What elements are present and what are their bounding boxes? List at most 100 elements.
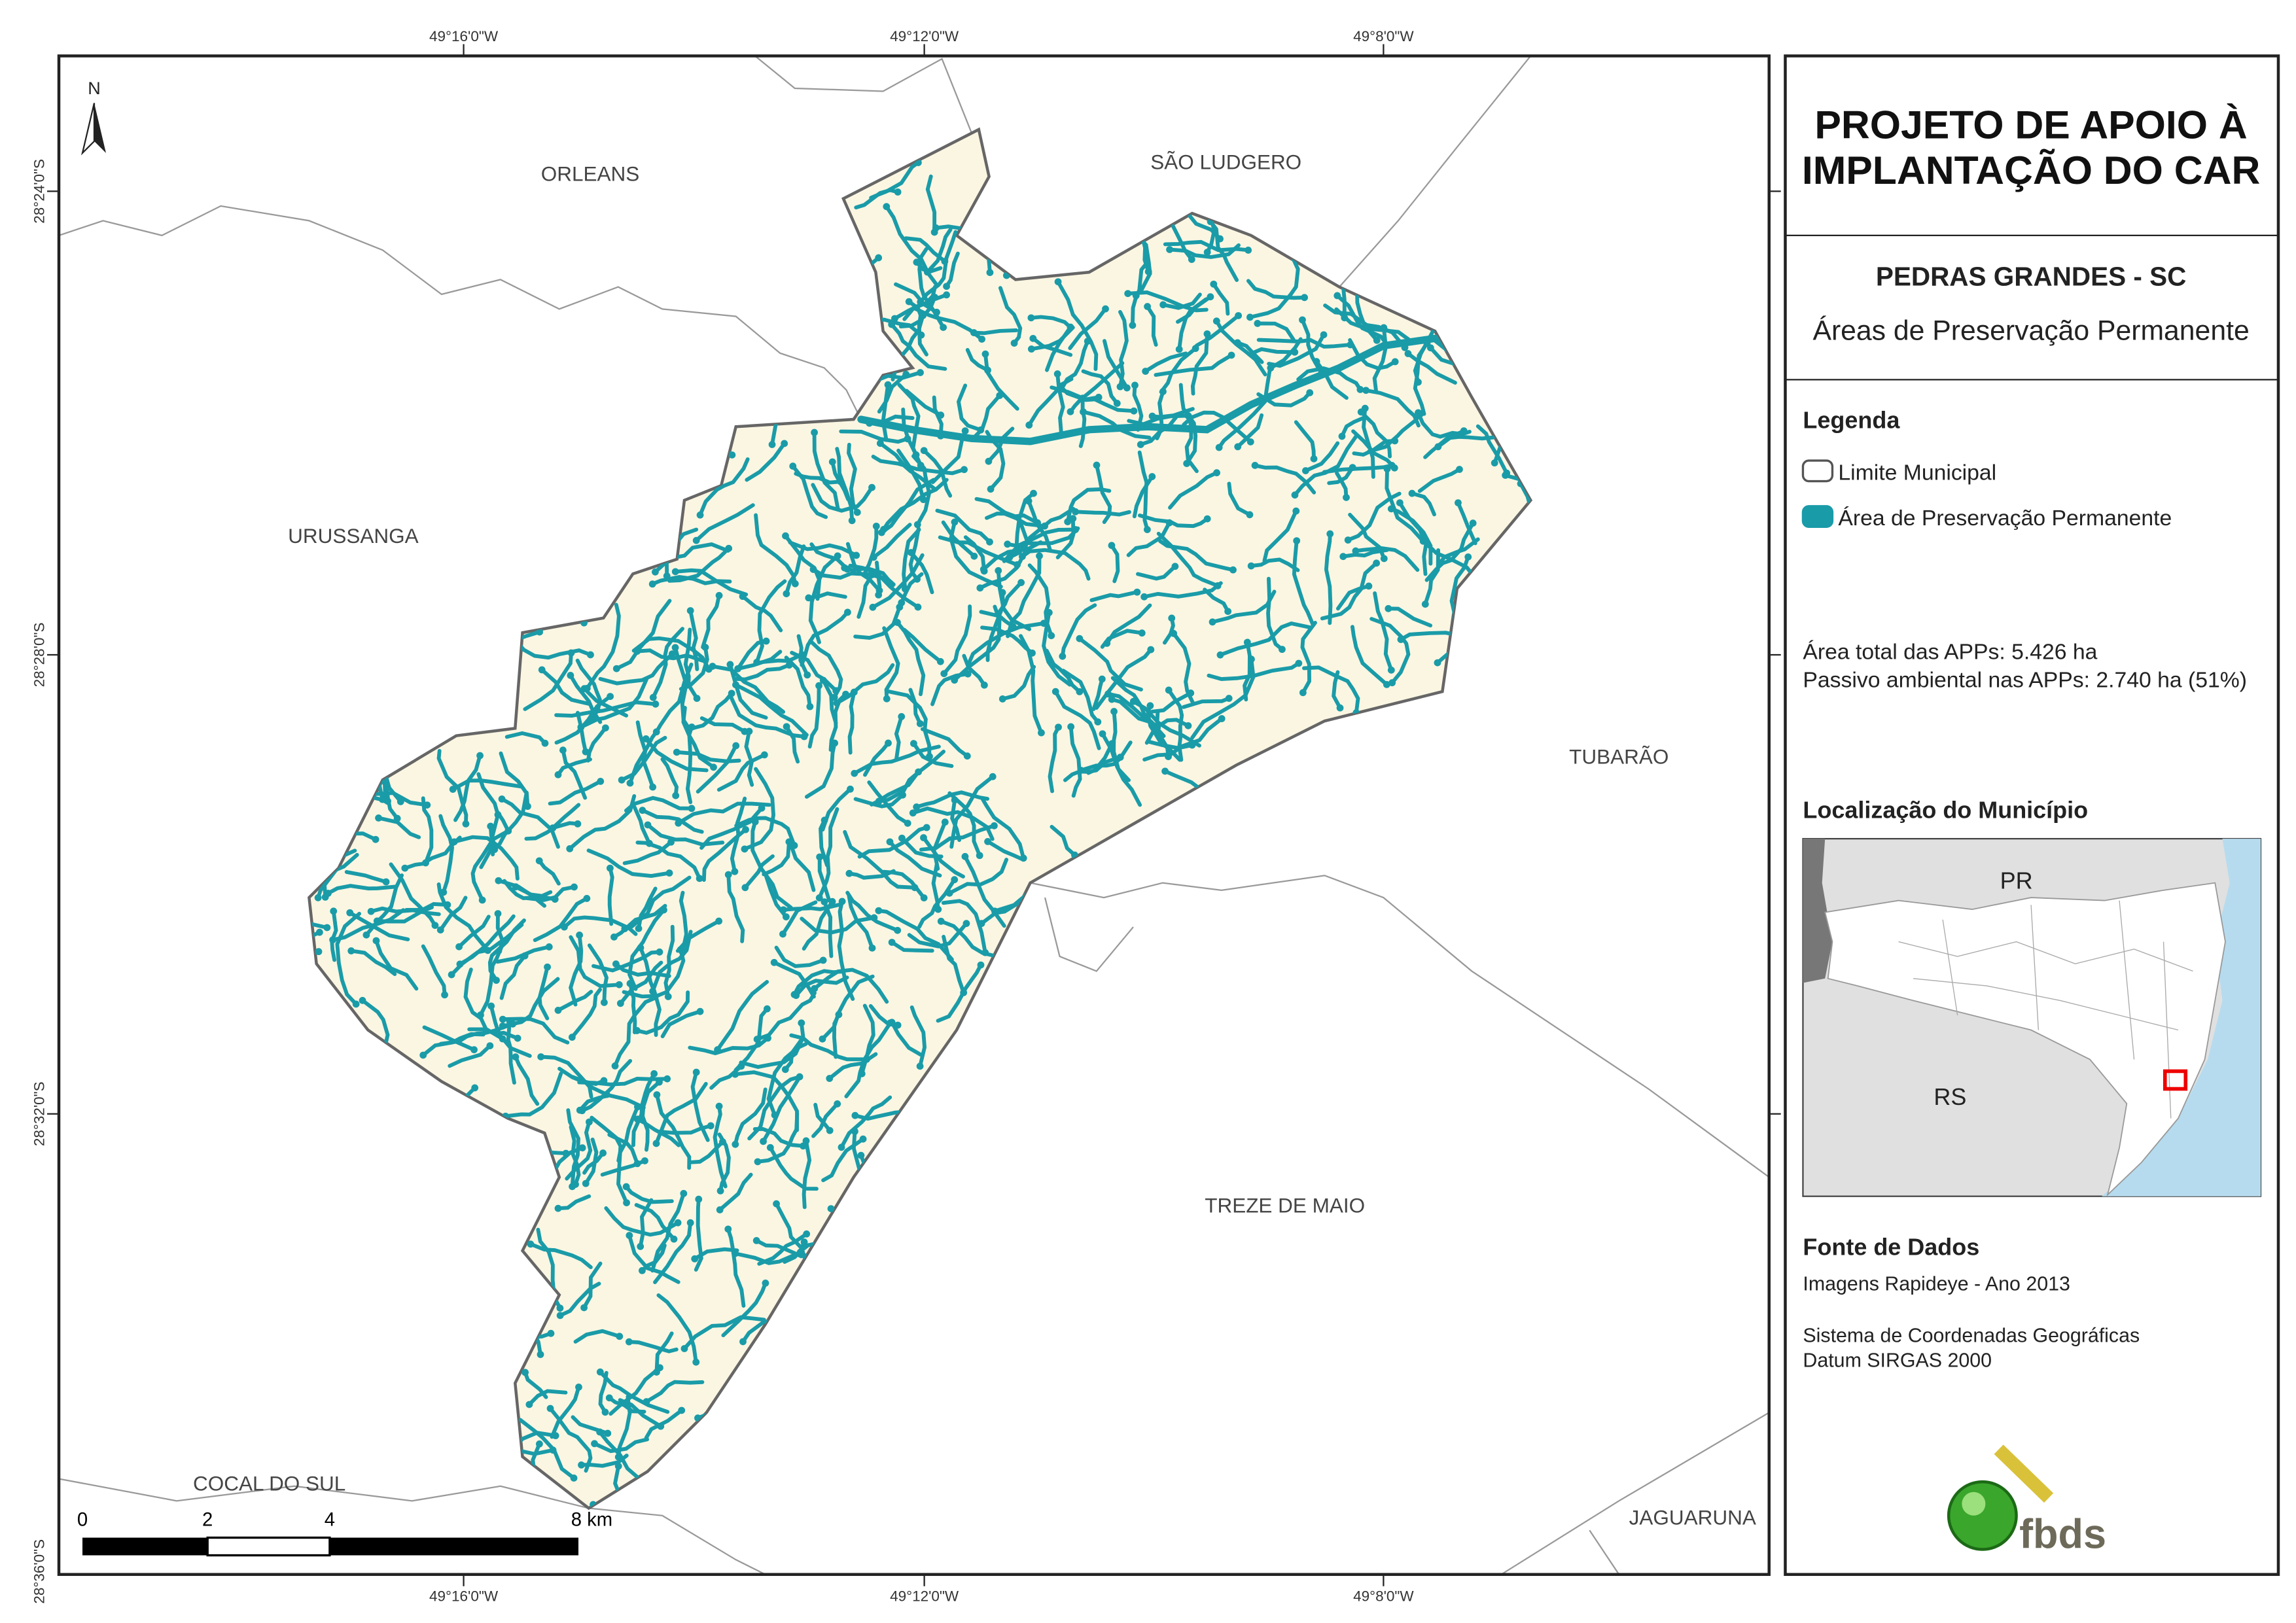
stream-source [876, 440, 884, 447]
stream [817, 855, 832, 903]
stream [673, 568, 749, 597]
stream-source [1401, 343, 1409, 351]
stream-source [1306, 389, 1314, 396]
stream-source [538, 666, 546, 674]
stream-source [851, 1111, 859, 1119]
stream [624, 795, 694, 813]
stream [907, 921, 968, 949]
stream [620, 735, 667, 782]
stream [1209, 219, 1239, 282]
stream [1267, 332, 1326, 368]
graticule-ticks [47, 44, 1781, 1586]
stream-source [851, 769, 858, 777]
stream [523, 1370, 548, 1399]
stream [528, 1242, 593, 1270]
stream [1162, 616, 1175, 645]
stream [1324, 532, 1333, 625]
side-panel [1784, 54, 2280, 1577]
stream [772, 960, 816, 999]
stream-source [1098, 675, 1106, 683]
stream [650, 930, 693, 994]
stream-source [917, 331, 925, 339]
stream-source [732, 681, 739, 689]
stream [540, 667, 592, 706]
stream [1438, 537, 1480, 565]
stream [921, 835, 965, 879]
stream-source [544, 963, 551, 971]
stream [761, 1078, 800, 1143]
stream-source [905, 298, 913, 305]
stream [694, 1197, 703, 1272]
stream-source [1038, 729, 1045, 737]
stream-source [1093, 461, 1101, 469]
stream-source [582, 748, 590, 756]
stream-source [1095, 393, 1103, 401]
stream [942, 934, 966, 995]
stream-source [875, 591, 883, 599]
stream-source [1184, 722, 1192, 729]
stream-source [680, 1190, 688, 1197]
stream-source [1373, 336, 1381, 344]
stream-source [1247, 562, 1255, 570]
stream-source [1455, 499, 1462, 506]
stream [1027, 377, 1074, 427]
stream [941, 899, 987, 955]
stream-source [1140, 593, 1148, 601]
stream [1081, 410, 1152, 440]
stream [586, 725, 608, 763]
stream-source [1025, 421, 1033, 429]
stream-source [1051, 688, 1059, 695]
stream [783, 1036, 805, 1072]
stream-source [781, 1066, 789, 1073]
place-label: ORLEANS [541, 162, 639, 186]
stream [747, 1075, 802, 1141]
stream-source [688, 805, 696, 812]
stream-source [869, 603, 877, 611]
stream [877, 372, 908, 414]
stream-source [926, 752, 933, 760]
stream [800, 915, 876, 935]
stream-source [821, 898, 828, 906]
stream [631, 636, 711, 671]
stream [877, 750, 945, 803]
stream [1150, 407, 1195, 419]
stream [1246, 279, 1307, 300]
stream-source [656, 1364, 663, 1372]
stream [908, 527, 921, 582]
stream-source [951, 518, 959, 526]
stream-source [541, 739, 549, 747]
stream [828, 692, 848, 752]
stream [1227, 481, 1252, 517]
stream-source [732, 1140, 739, 1148]
stream-source [1421, 601, 1429, 608]
stream-source [1415, 409, 1422, 417]
stream [764, 874, 788, 919]
stream [1168, 470, 1219, 510]
stream-source [578, 1107, 586, 1115]
stream-source [1161, 767, 1169, 775]
stream-source [787, 841, 794, 848]
stream [1249, 557, 1300, 572]
source-line: Sistema de Coordenadas Geográficas [1803, 1325, 2140, 1346]
stream [925, 227, 953, 274]
stream-source [815, 682, 822, 689]
stream-source [995, 567, 1002, 574]
stream-source [981, 949, 989, 956]
stream-source [980, 681, 988, 689]
stream-source [805, 594, 813, 602]
lon-label: 49°8'0"W [1353, 1588, 1414, 1604]
stream-source [783, 723, 790, 731]
stream-source [1113, 400, 1121, 407]
stream-source [1214, 582, 1222, 589]
stream-source [1404, 350, 1412, 357]
stream-source [884, 381, 892, 389]
stream [660, 757, 679, 798]
stream [804, 741, 837, 799]
stream [752, 1126, 805, 1148]
stream-source [741, 727, 749, 735]
stream-source [653, 1091, 661, 1098]
stream [854, 188, 900, 210]
stream-source [719, 1138, 726, 1145]
stream-source [372, 937, 380, 945]
stream-source [936, 657, 944, 665]
